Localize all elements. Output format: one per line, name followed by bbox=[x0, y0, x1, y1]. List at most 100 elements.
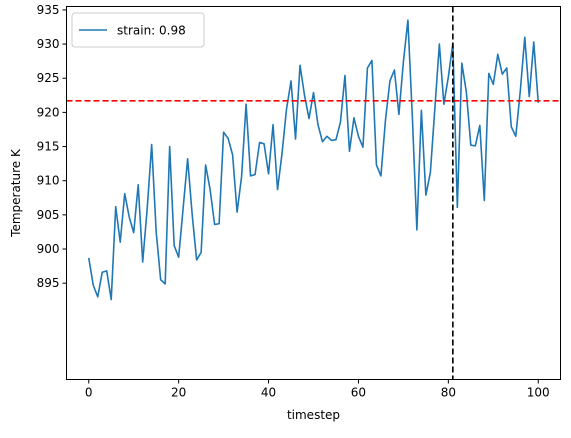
data-point bbox=[228, 138, 229, 139]
data-point bbox=[380, 175, 381, 176]
data-point bbox=[286, 108, 287, 109]
data-point bbox=[263, 143, 264, 144]
data-point bbox=[515, 136, 516, 137]
data-point bbox=[142, 261, 143, 262]
data-point bbox=[254, 174, 255, 175]
data-point bbox=[479, 125, 480, 126]
data-point bbox=[344, 75, 345, 76]
x-tick-label: 100 bbox=[527, 386, 550, 400]
data-point bbox=[219, 223, 220, 224]
y-tick-label: 935 bbox=[37, 3, 60, 17]
y-axis-label: Temperature K bbox=[9, 148, 23, 238]
data-point bbox=[493, 84, 494, 85]
data-point bbox=[93, 285, 94, 286]
data-point bbox=[295, 138, 296, 139]
data-point bbox=[129, 216, 130, 217]
data-point bbox=[304, 95, 305, 96]
data-point bbox=[236, 212, 237, 213]
x-tick-label: 0 bbox=[85, 386, 93, 400]
data-point bbox=[425, 194, 426, 195]
y-tick-label: 925 bbox=[37, 71, 60, 85]
data-point bbox=[398, 114, 399, 115]
y-tick-label: 905 bbox=[37, 208, 60, 222]
data-point bbox=[457, 207, 458, 208]
series-line-0 bbox=[87, 19, 540, 301]
data-point bbox=[196, 259, 197, 260]
data-point bbox=[147, 208, 148, 209]
data-point bbox=[115, 206, 116, 207]
plot-lines-layer bbox=[66, 6, 561, 380]
y-tick-label: 900 bbox=[37, 242, 60, 256]
data-point bbox=[259, 142, 260, 143]
y-tick-label: 895 bbox=[37, 276, 60, 290]
data-point bbox=[524, 37, 525, 38]
data-point bbox=[389, 80, 390, 81]
data-point bbox=[174, 245, 175, 246]
data-point bbox=[385, 120, 386, 121]
y-tick-label: 915 bbox=[37, 140, 60, 154]
data-point bbox=[299, 65, 300, 66]
data-point bbox=[111, 299, 112, 300]
data-point bbox=[210, 189, 211, 190]
data-point bbox=[538, 102, 539, 103]
data-point bbox=[313, 92, 314, 93]
data-point bbox=[461, 63, 462, 64]
x-tick-label: 60 bbox=[351, 386, 366, 400]
data-point bbox=[156, 231, 157, 232]
data-point bbox=[416, 229, 417, 230]
data-point bbox=[241, 176, 242, 177]
data-point bbox=[376, 164, 377, 165]
data-point bbox=[322, 141, 323, 142]
data-point bbox=[520, 91, 521, 92]
data-point bbox=[529, 96, 530, 97]
data-point bbox=[430, 172, 431, 173]
data-point bbox=[102, 272, 103, 273]
legend-box bbox=[71, 12, 205, 48]
data-point bbox=[439, 43, 440, 44]
data-point bbox=[335, 139, 336, 140]
data-point bbox=[475, 145, 476, 146]
data-point bbox=[403, 61, 404, 62]
data-point bbox=[223, 132, 224, 133]
data-point bbox=[88, 257, 89, 258]
y-tick-label: 920 bbox=[37, 105, 60, 119]
data-point bbox=[497, 54, 498, 55]
y-tick-label: 930 bbox=[37, 37, 60, 51]
data-point bbox=[205, 164, 206, 165]
data-point bbox=[272, 124, 273, 125]
data-point bbox=[349, 151, 350, 152]
data-point bbox=[488, 73, 489, 74]
data-point bbox=[421, 110, 422, 111]
data-point bbox=[362, 147, 363, 148]
data-point bbox=[484, 200, 485, 201]
data-point bbox=[178, 257, 179, 258]
data-point bbox=[506, 67, 507, 68]
data-point bbox=[331, 140, 332, 141]
data-point bbox=[245, 104, 246, 105]
data-point bbox=[160, 279, 161, 280]
data-point bbox=[412, 117, 413, 118]
x-tick-label: 20 bbox=[171, 386, 186, 400]
axis-ticks-layer: 0 20 40 60 80 100 895 900 905 910 915 920 925 930 935 bbox=[37, 3, 550, 400]
legend: strain: 0.98 bbox=[71, 12, 205, 48]
data-point bbox=[281, 153, 282, 154]
data-point bbox=[340, 121, 341, 122]
data-point bbox=[151, 144, 152, 145]
data-point bbox=[97, 296, 98, 297]
data-point bbox=[326, 136, 327, 137]
data-point bbox=[308, 118, 309, 119]
data-point bbox=[502, 74, 503, 75]
data-point bbox=[353, 117, 354, 118]
data-point bbox=[138, 184, 139, 185]
data-point bbox=[371, 60, 372, 61]
data-point bbox=[133, 232, 134, 233]
data-point bbox=[358, 136, 359, 137]
data-point bbox=[120, 242, 121, 243]
data-point bbox=[367, 67, 368, 68]
data-point bbox=[443, 104, 444, 105]
plot-frame bbox=[66, 6, 561, 380]
data-point bbox=[232, 154, 233, 155]
data-point bbox=[192, 214, 193, 215]
